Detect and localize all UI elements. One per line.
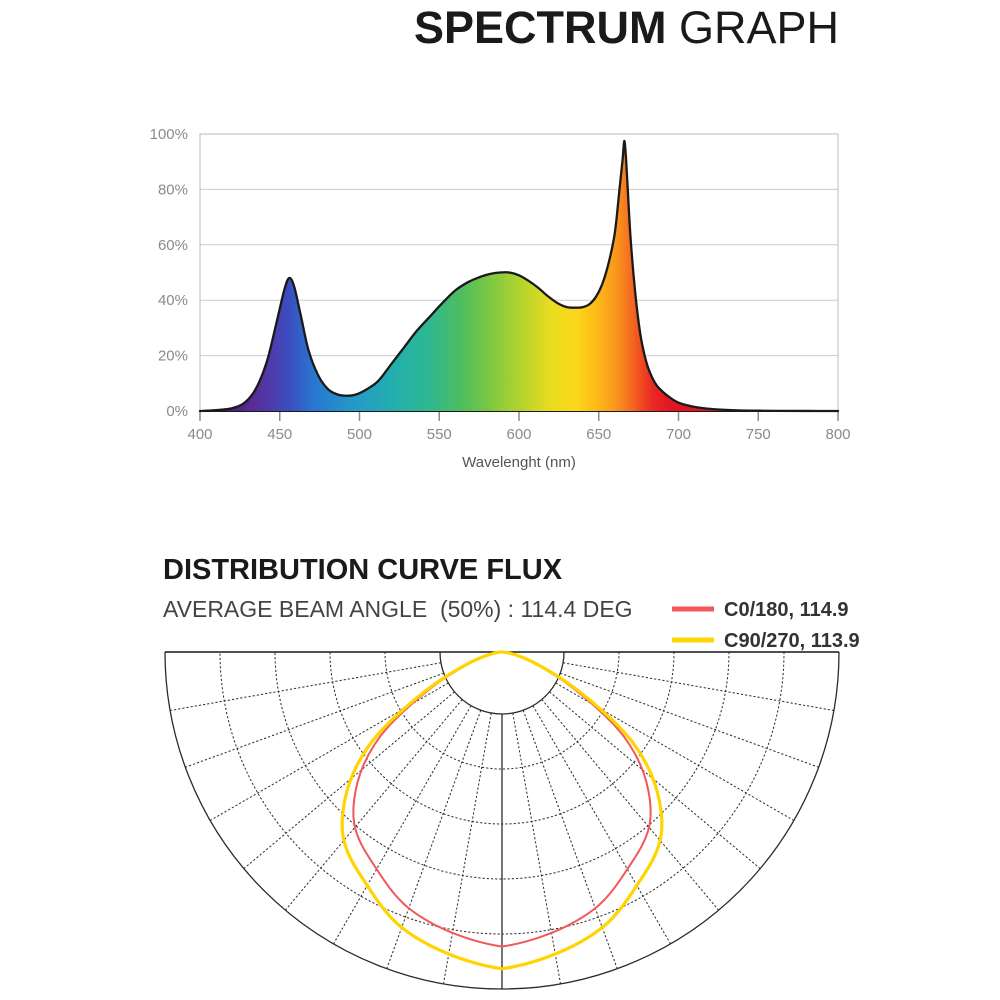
- svg-text:550: 550: [427, 426, 452, 443]
- svg-text:450: 450: [267, 426, 292, 443]
- svg-text:C90/270, 113.9: C90/270, 113.9: [724, 630, 860, 652]
- svg-text:650: 650: [586, 426, 611, 443]
- svg-text:750: 750: [746, 426, 771, 443]
- svg-text:20%: 20%: [158, 348, 188, 365]
- svg-text:700: 700: [666, 426, 691, 443]
- svg-text:Wavelenght (nm): Wavelenght (nm): [462, 454, 576, 471]
- svg-text:80%: 80%: [158, 181, 188, 198]
- svg-text:40%: 40%: [158, 292, 188, 309]
- svg-text:0%: 0%: [166, 403, 188, 420]
- svg-text:C0/180, 114.9: C0/180, 114.9: [724, 599, 849, 621]
- svg-text:500: 500: [347, 426, 372, 443]
- svg-text:60%: 60%: [158, 237, 188, 254]
- svg-text:800: 800: [825, 426, 850, 443]
- svg-text:400: 400: [187, 426, 212, 443]
- svg-text:100%: 100%: [150, 126, 188, 143]
- svg-text:600: 600: [506, 426, 531, 443]
